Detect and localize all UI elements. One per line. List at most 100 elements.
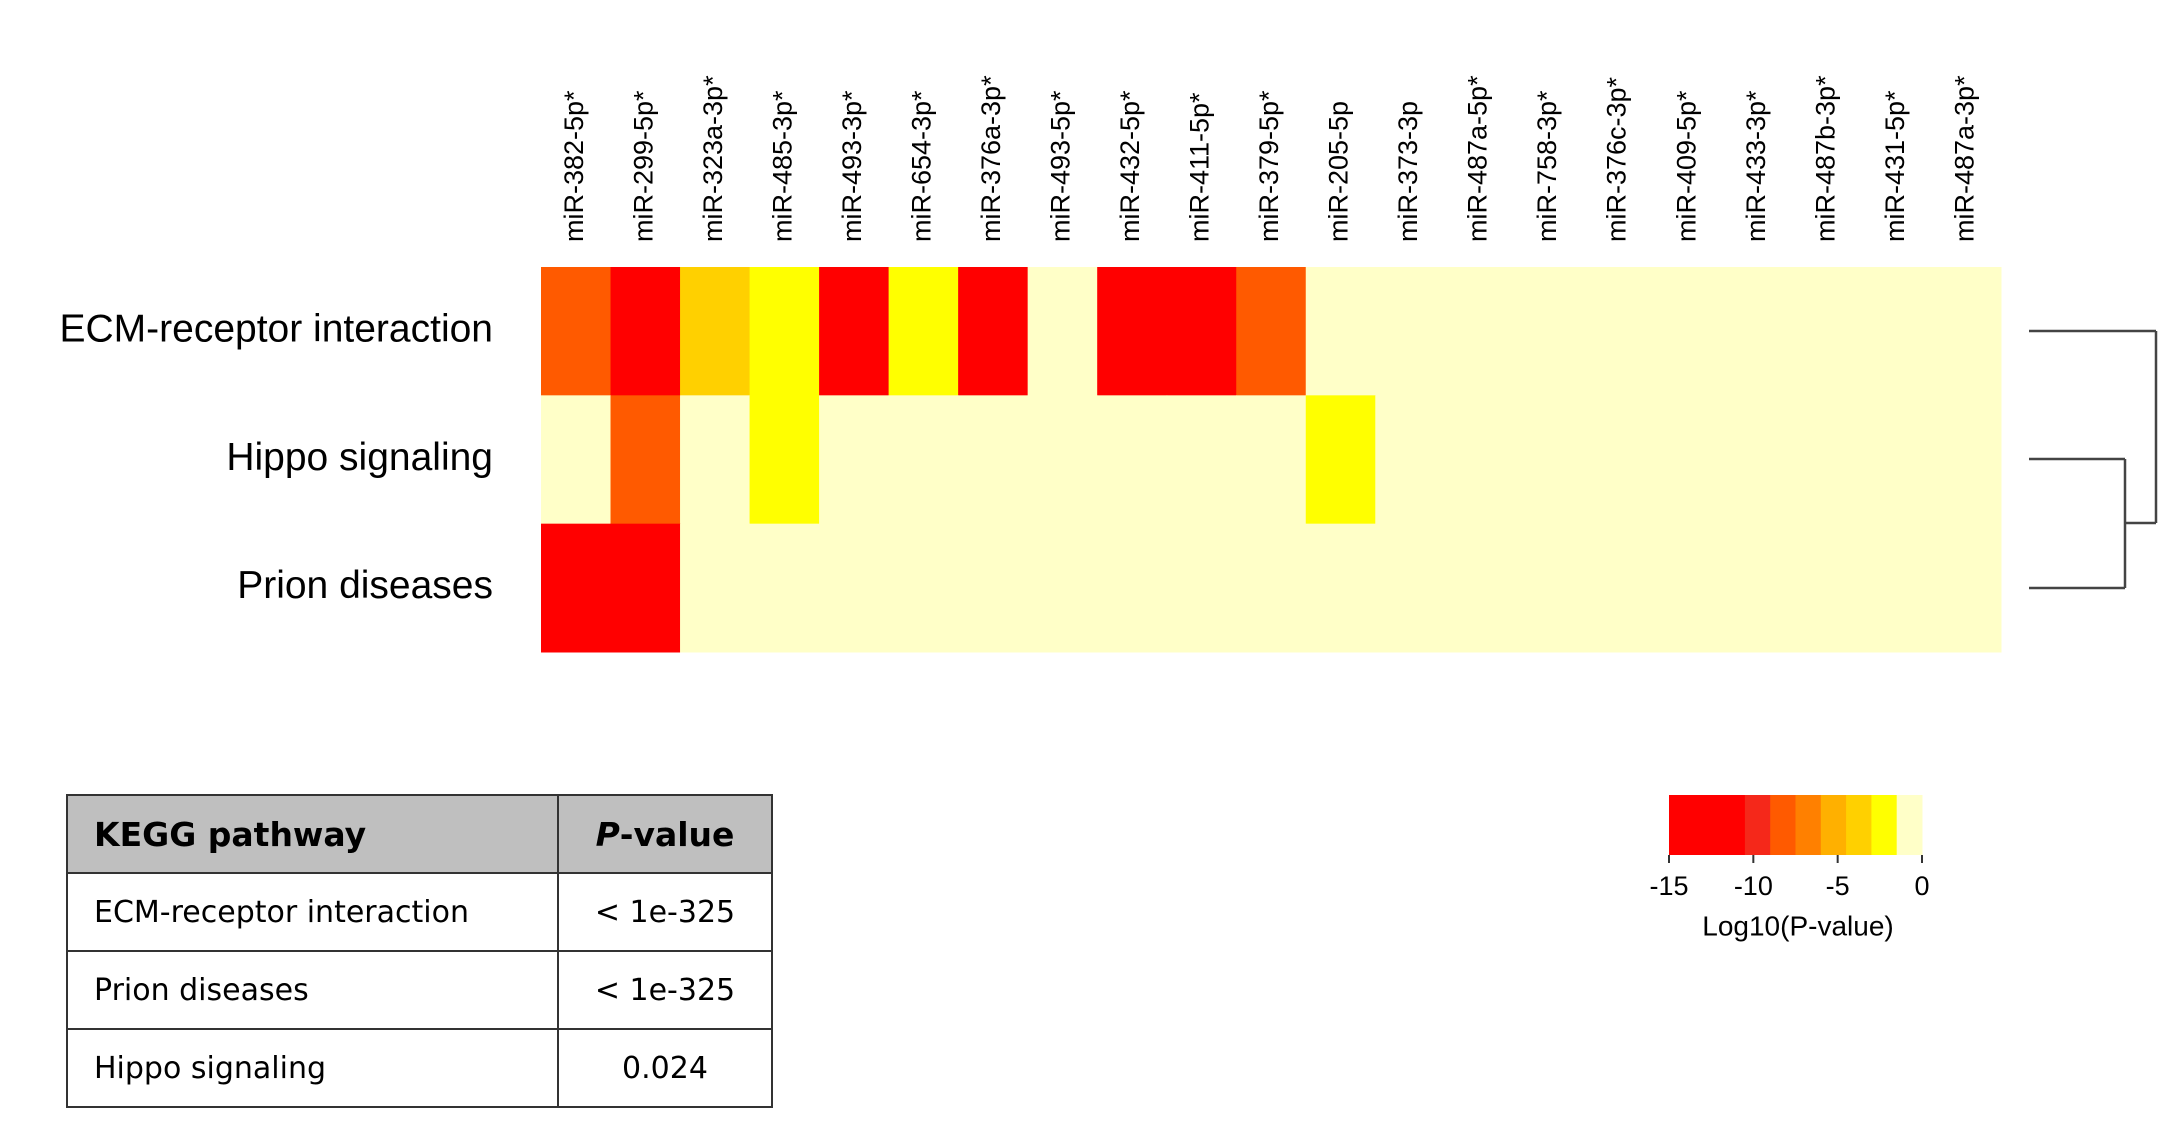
- column-label: miR-323a-3p*: [698, 75, 728, 242]
- row-label: ECM-receptor interaction: [60, 307, 494, 350]
- column-label: miR-487a-5p*: [1463, 75, 1493, 242]
- heatmap-cell: [1166, 267, 1237, 396]
- colorbar-tick-label: -15: [1649, 871, 1688, 901]
- heatmap-cell: [819, 267, 890, 396]
- heatmap-cell: [1375, 267, 1446, 396]
- heatmap-cell: [1305, 267, 1376, 396]
- column-label: miR-382-5p*: [559, 90, 589, 242]
- heatmap-cell: [1375, 523, 1446, 653]
- heatmap-cell: [1931, 523, 2002, 653]
- heatmap-cell: [1166, 523, 1237, 653]
- colorbar-tick-label: -10: [1734, 871, 1773, 901]
- heatmap-cell: [1931, 267, 2002, 396]
- heatmap-cell: [1583, 267, 1654, 396]
- column-label: miR-205-5p: [1324, 101, 1354, 242]
- heatmap-cell: [1236, 523, 1307, 653]
- heatmap-cell: [888, 395, 959, 525]
- colorbar-tick-label: -5: [1826, 871, 1850, 901]
- heatmap-cell: [610, 395, 681, 525]
- heatmap-cell: [1236, 267, 1307, 396]
- column-label: miR-654-3p*: [907, 90, 937, 242]
- heatmap-cell: [1027, 523, 1098, 653]
- colorbar-segment: [1871, 795, 1898, 855]
- heatmap-cell: [1097, 395, 1168, 525]
- table-cell: Prion diseases: [66, 950, 559, 1030]
- heatmap-cell: [1861, 523, 1932, 653]
- heatmap-cell: [680, 395, 751, 525]
- colorbar-segment: [1744, 795, 1771, 855]
- colorbar-segment: [1770, 795, 1796, 855]
- column-label: miR-379-5p*: [1254, 90, 1284, 242]
- table-header: P-value: [557, 794, 773, 874]
- heatmap-cell: [1583, 395, 1654, 525]
- heatmap-cell: [541, 395, 612, 525]
- heatmap-cell: [1653, 523, 1724, 653]
- column-label: miR-299-5p*: [628, 90, 658, 242]
- heatmap-cell: [1653, 267, 1724, 396]
- heatmap-cell: [1792, 523, 1863, 653]
- column-label: miR-432-5p*: [1115, 90, 1145, 242]
- dendrogram: [2029, 329, 2158, 590]
- heatmap-cell: [1514, 395, 1585, 525]
- column-label: miR-373-3p: [1393, 101, 1423, 242]
- column-label: miR-487a-3p*: [1949, 75, 1979, 242]
- colorbar-segment: [1694, 795, 1721, 855]
- heatmap-cell: [680, 267, 751, 396]
- table-cell: < 1e-325: [557, 950, 773, 1030]
- colorbar-segment: [1820, 795, 1847, 855]
- column-label: miR-409-5p*: [1671, 90, 1701, 242]
- heatmap-cell: [888, 523, 959, 653]
- heatmap-cell: [1653, 395, 1724, 525]
- column-label: miR-487b-3p*: [1810, 75, 1840, 242]
- heatmap-cell: [958, 523, 1029, 653]
- heatmap-cell: [1444, 523, 1515, 653]
- column-label: miR-431-5p*: [1880, 90, 1910, 242]
- heatmap-cell: [1027, 395, 1098, 525]
- column-label: miR-433-3p*: [1741, 90, 1771, 242]
- column-label: miR-376a-3p*: [976, 75, 1006, 242]
- heatmap-cell: [1305, 395, 1376, 525]
- heatmap-cell: [958, 267, 1029, 396]
- table-cell: < 1e-325: [557, 872, 773, 952]
- column-label: miR-485-3p*: [767, 90, 797, 242]
- heatmap-cell: [1861, 267, 1932, 396]
- table-cell: 0.024: [557, 1028, 773, 1108]
- heatmap-cell: [1583, 523, 1654, 653]
- heatmap-cell: [1861, 395, 1932, 525]
- heatmap-cell: [610, 267, 681, 396]
- heatmap-cell: [1722, 395, 1793, 525]
- colorbar-segment: [1795, 795, 1822, 855]
- heatmap-cell: [1722, 267, 1793, 396]
- heatmap-cell: [1514, 523, 1585, 653]
- heatmap-cell: [541, 523, 612, 653]
- table-row: ECM-receptor interaction < 1e-325: [66, 872, 773, 952]
- colorbar-segment: [1719, 795, 1746, 855]
- table-cell: Hippo signaling: [66, 1028, 559, 1108]
- column-label: miR-493-5p*: [1046, 90, 1076, 242]
- table-cell: ECM-receptor interaction: [66, 872, 559, 952]
- colorbar-segment: [1896, 795, 1923, 855]
- pathway-table: KEGG pathway P-value ECM-receptor intera…: [66, 794, 773, 1108]
- heatmap-cell: [819, 395, 890, 525]
- colorbar-segment: [1846, 795, 1872, 855]
- heatmap-cell: [541, 267, 612, 396]
- heatmap-cell: [1444, 267, 1515, 396]
- colorbar-tick-label: 0: [1914, 871, 1929, 901]
- table-row: Prion diseases < 1e-325: [66, 950, 773, 1030]
- row-label: Prion diseases: [237, 564, 493, 607]
- heatmap-cell: [749, 395, 820, 525]
- colorbar-label: Log10(P-value): [1702, 910, 1893, 941]
- heatmap-cell: [1097, 267, 1168, 396]
- column-label: miR-493-3p*: [837, 90, 867, 242]
- heatmap-cell: [749, 267, 820, 396]
- heatmap-cell: [1792, 395, 1863, 525]
- colorbar-segment: [1669, 795, 1695, 855]
- heatmap-cell: [958, 395, 1029, 525]
- heatmap-cell: [1305, 523, 1376, 653]
- heatmap-cell: [819, 523, 890, 653]
- row-label: Hippo signaling: [226, 436, 493, 479]
- heatmap-cell: [1236, 395, 1307, 525]
- table-header: KEGG pathway: [66, 794, 559, 874]
